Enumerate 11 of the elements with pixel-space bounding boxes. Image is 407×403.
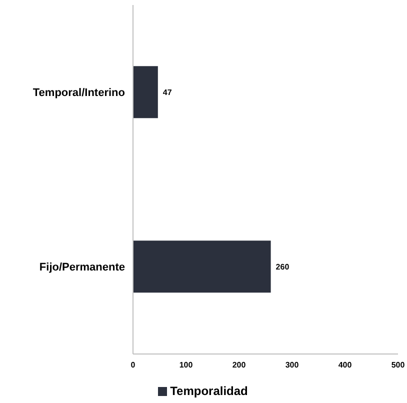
x-tick-label: 400 [338,360,352,370]
x-tick-label: 200 [232,360,246,370]
data-label: 260 [276,262,290,272]
data-label: 47 [162,88,172,97]
x-tick-label: 500 [391,360,406,370]
x-tick-label: 100 [179,360,194,370]
y-tick-label: Fijo/Permanente [39,262,125,274]
x-tick-label: 0 [130,360,136,370]
y-tick-label: Temporal/Interino [32,87,126,100]
x-tick-label: 300 [285,360,300,370]
legend-label: Temporalidad [169,384,248,398]
